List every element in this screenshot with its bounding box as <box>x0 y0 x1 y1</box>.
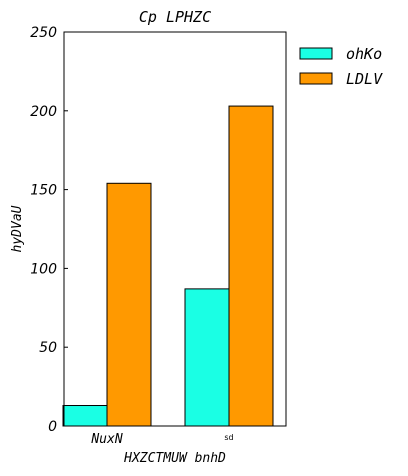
bar-LDLV-sd <box>228 105 274 427</box>
legend-label-ohKo: ohKo <box>346 45 382 63</box>
bar-LDLV-NuxN <box>106 182 152 427</box>
y-axis-ticks: 0 50 100 150 200 250 <box>30 25 68 435</box>
legend: ohKo LDLV <box>299 45 383 88</box>
y-tick-label: 200 <box>30 104 57 120</box>
x-axis-ticks: NuxN sd <box>90 422 234 447</box>
y-tick-label: 50 <box>39 340 57 356</box>
y-tick-label: 0 <box>48 419 57 435</box>
bar-ohKo-sd <box>184 288 230 427</box>
x-tick-label: sd <box>224 433 233 442</box>
bar-ohKo-NuxN <box>62 405 108 427</box>
y-axis-label: hyDVaU <box>10 205 25 252</box>
bars-group <box>62 105 274 427</box>
legend-swatch-ohKo <box>299 47 333 60</box>
y-tick-label: 150 <box>30 183 57 199</box>
y-tick-label: 250 <box>30 25 57 41</box>
x-axis-label: HXZCTMUW bnhD <box>123 451 226 466</box>
legend-swatch-LDLV <box>299 72 333 85</box>
plot-frame <box>63 31 287 427</box>
x-tick-label: NuxN <box>90 432 122 447</box>
y-tick-label: 100 <box>30 261 57 277</box>
legend-label-LDLV: LDLV <box>346 70 383 88</box>
chart-title: Cp LPHZC <box>139 8 211 26</box>
